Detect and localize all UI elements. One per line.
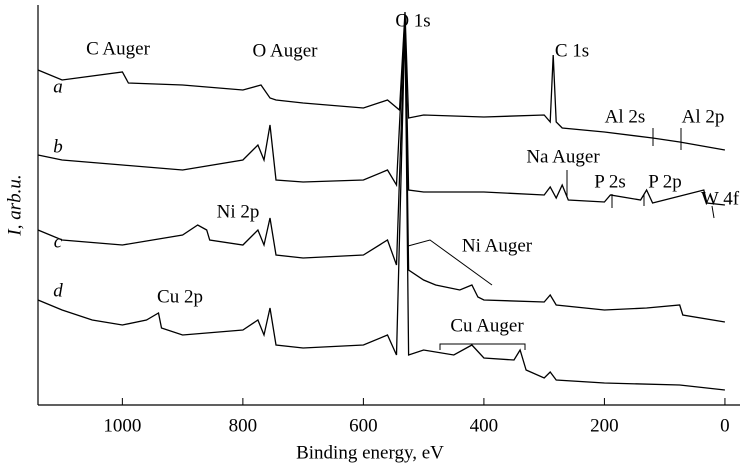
annotation: O Auger [253, 40, 319, 61]
annotation: Al 2s [605, 106, 646, 127]
x-tick-label: 1000 [103, 415, 141, 436]
annotation: Cu 2p [157, 286, 203, 307]
pointers [407, 128, 715, 350]
x-axis-label: Binding energy, eV [296, 442, 444, 463]
x-tick-label: 400 [470, 415, 499, 436]
spectrum [37, 17, 726, 323]
annotation: Ni 2p [217, 201, 260, 222]
y-axis-label: I, arb.u. [4, 174, 25, 236]
annotation: W 4f [701, 188, 740, 209]
annotation: C Auger [86, 38, 151, 59]
annotation: C 1s [555, 40, 589, 61]
spectrum [37, 11, 726, 151]
annotation: Na Auger [526, 146, 600, 167]
series-label: d [53, 280, 63, 301]
x-tick-label: 800 [229, 415, 258, 436]
annotation: P 2s [594, 171, 626, 192]
annotation: Ni Auger [462, 235, 533, 256]
spectrum [37, 14, 725, 206]
x-tick-label: 200 [590, 415, 619, 436]
annotation: O 1s [395, 10, 430, 31]
annotation: P 2p [648, 171, 682, 192]
series-label: a [53, 76, 63, 97]
annotation: Al 2p [682, 106, 725, 127]
series-label: b [53, 136, 63, 157]
spectrum [37, 21, 725, 391]
x-tick-label: 600 [349, 415, 378, 436]
annotation: Cu Auger [450, 315, 524, 336]
series-label: c [54, 231, 63, 252]
x-tick-label: 0 [720, 415, 730, 436]
